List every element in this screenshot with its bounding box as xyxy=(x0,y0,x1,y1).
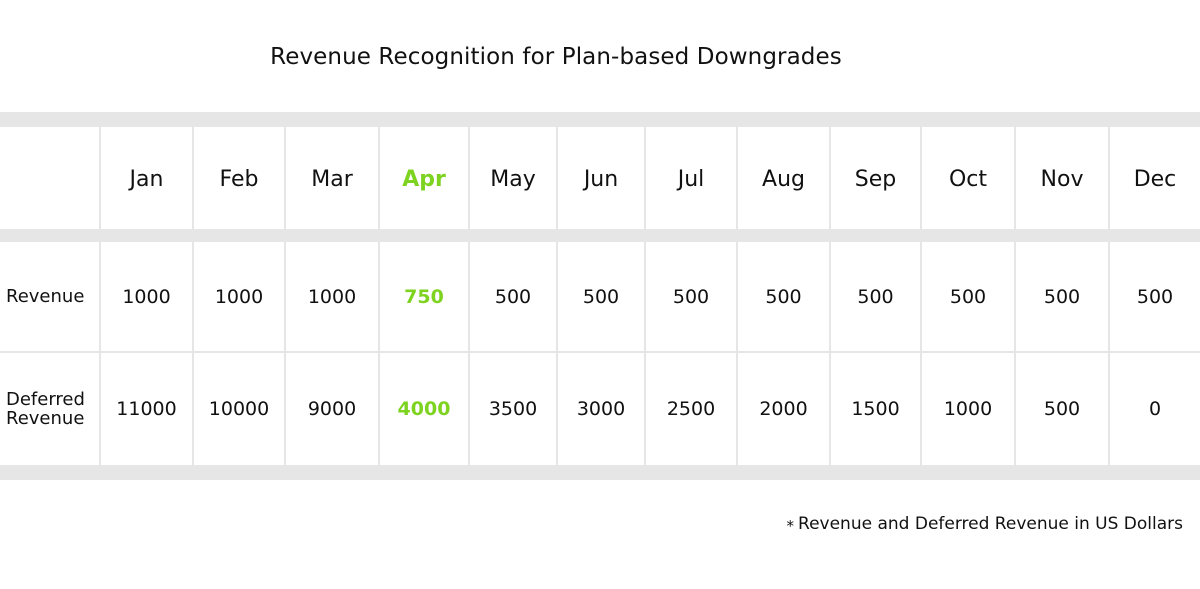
deferred-cell-aug: 2000 xyxy=(738,353,829,465)
deferred-cell-jul: 2500 xyxy=(646,353,736,465)
row-label-deferred-revenue: Deferred Revenue xyxy=(0,353,99,465)
deferred-cell-may: 3500 xyxy=(470,353,556,465)
deferred-cell-oct: 1000 xyxy=(922,353,1014,465)
month-header-may: May xyxy=(470,127,556,229)
footnote: * Revenue and Deferred Revenue in US Doll… xyxy=(786,514,1183,535)
revenue-cell-dec: 500 xyxy=(1110,242,1200,351)
revenue-cell-jun: 500 xyxy=(558,242,644,351)
deferred-cell-feb: 10000 xyxy=(194,353,284,465)
footnote-marker: * xyxy=(786,517,795,535)
month-header-sep: Sep xyxy=(831,127,920,229)
revenue-cell-jan: 1000 xyxy=(101,242,192,351)
month-header-oct: Oct xyxy=(922,127,1014,229)
month-header-mar: Mar xyxy=(286,127,378,229)
deferred-cell-jan: 11000 xyxy=(101,353,192,465)
deferred-cell-nov: 500 xyxy=(1016,353,1108,465)
table-row-revenue: Revenue 1000 1000 1000 750 500 500 500 5… xyxy=(0,242,1200,351)
table-header-row: Jan Feb Mar Apr May Jun Jul Aug Sep Oct … xyxy=(0,127,1200,229)
revenue-cell-jul: 500 xyxy=(646,242,736,351)
revenue-cell-aug: 500 xyxy=(738,242,829,351)
month-header-dec: Dec xyxy=(1110,127,1200,229)
revenue-cell-apr: 750 xyxy=(380,242,468,351)
revenue-cell-feb: 1000 xyxy=(194,242,284,351)
revenue-cell-sep: 500 xyxy=(831,242,920,351)
revenue-cell-oct: 500 xyxy=(922,242,1014,351)
month-header-aug: Aug xyxy=(738,127,829,229)
month-header-feb: Feb xyxy=(194,127,284,229)
deferred-cell-jun: 3000 xyxy=(558,353,644,465)
deferred-cell-sep: 1500 xyxy=(831,353,920,465)
revenue-cell-mar: 1000 xyxy=(286,242,378,351)
month-header-nov: Nov xyxy=(1016,127,1108,229)
revenue-cell-may: 500 xyxy=(470,242,556,351)
month-header-jul: Jul xyxy=(646,127,736,229)
revenue-cell-nov: 500 xyxy=(1016,242,1108,351)
deferred-cell-dec: 0 xyxy=(1110,353,1200,465)
header-corner-cell xyxy=(0,127,99,229)
month-header-jan: Jan xyxy=(101,127,192,229)
row-label-revenue: Revenue xyxy=(0,242,99,351)
page-title: Revenue Recognition for Plan-based Downg… xyxy=(270,44,842,70)
month-header-jun: Jun xyxy=(558,127,644,229)
table-row-deferred-revenue: Deferred Revenue 11000 10000 9000 4000 3… xyxy=(0,353,1200,465)
revenue-table: Jan Feb Mar Apr May Jun Jul Aug Sep Oct … xyxy=(0,112,1200,480)
month-header-apr: Apr xyxy=(380,127,468,229)
deferred-cell-mar: 9000 xyxy=(286,353,378,465)
deferred-cell-apr: 4000 xyxy=(380,353,468,465)
footnote-text: Revenue and Deferred Revenue in US Dolla… xyxy=(798,514,1183,534)
